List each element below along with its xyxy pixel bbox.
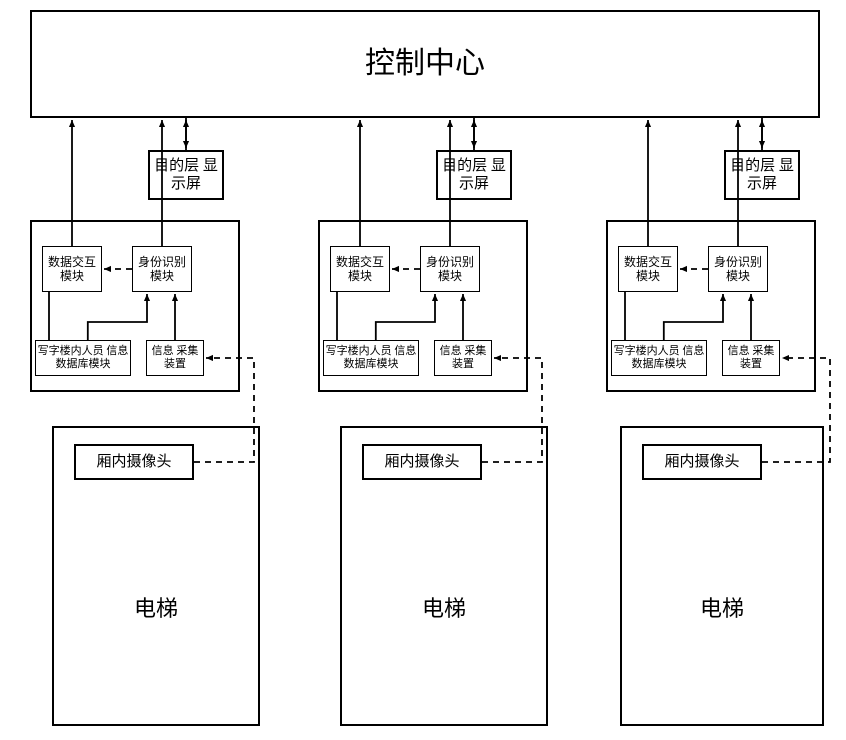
elevator-label-2: 电梯	[620, 591, 824, 623]
camera-box-1: 厢内摄像头	[362, 444, 482, 480]
identity-module-0: 身份识别 模块	[132, 246, 192, 292]
db-module-0: 写字楼内人员 信息数据库模块	[35, 340, 131, 376]
camera-box-2: 厢内摄像头	[642, 444, 762, 480]
data-interaction-module-1: 数据交互 模块	[330, 246, 390, 292]
camera-box-0: 厢内摄像头	[74, 444, 194, 480]
control-center-box: 控制中心	[30, 10, 820, 118]
elevator-label-1: 电梯	[340, 591, 548, 623]
diagram-canvas: 控制中心目的层 显示屏数据交互 模块身份识别 模块写字楼内人员 信息数据库模块信…	[0, 0, 846, 740]
identity-module-1: 身份识别 模块	[420, 246, 480, 292]
identity-module-2: 身份识别 模块	[708, 246, 768, 292]
info-collect-module-2: 信息 采集装置	[722, 340, 780, 376]
db-module-2: 写字楼内人员 信息数据库模块	[611, 340, 707, 376]
data-interaction-module-2: 数据交互 模块	[618, 246, 678, 292]
display-box-2: 目的层 显示屏	[724, 150, 800, 200]
data-interaction-module-0: 数据交互 模块	[42, 246, 102, 292]
db-module-1: 写字楼内人员 信息数据库模块	[323, 340, 419, 376]
elevator-label-0: 电梯	[52, 591, 260, 623]
info-collect-module-1: 信息 采集装置	[434, 340, 492, 376]
info-collect-module-0: 信息 采集装置	[146, 340, 204, 376]
display-box-0: 目的层 显示屏	[148, 150, 224, 200]
display-box-1: 目的层 显示屏	[436, 150, 512, 200]
